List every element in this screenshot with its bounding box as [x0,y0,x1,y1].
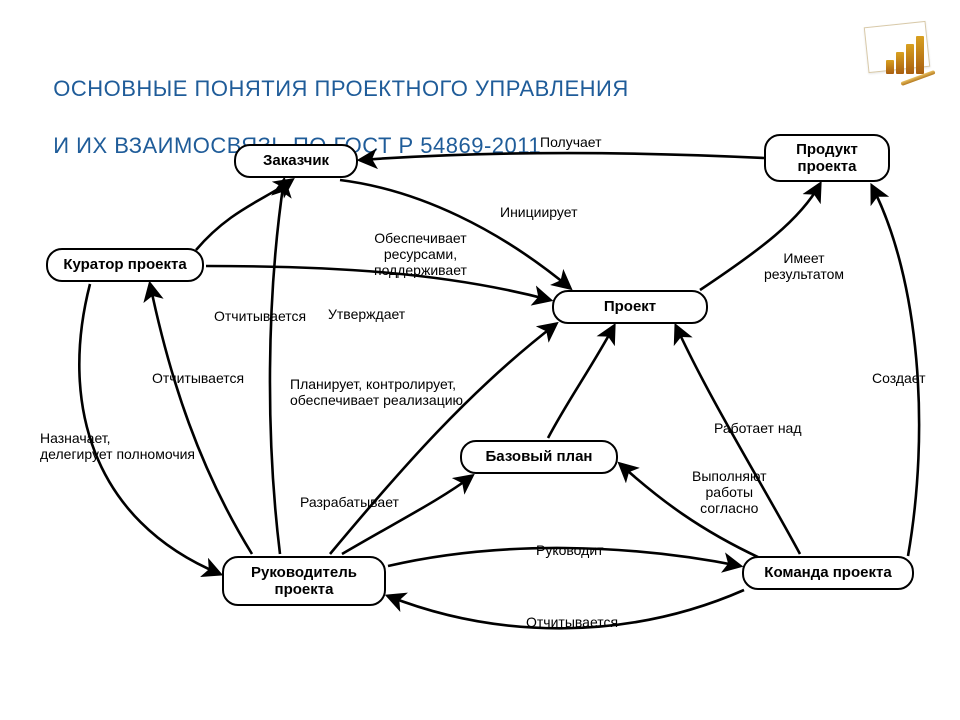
node-product: Продукт проекта [764,134,890,182]
chart-icon [866,18,938,82]
node-customer-label: Заказчик [263,152,329,169]
lbl-reports2: Отчитывается [152,370,244,386]
lbl-reports3: Отчитывается [526,614,618,630]
node-customer: Заказчик [234,144,358,178]
edge-curator-to-manager-assigns [79,284,220,574]
lbl-leads: Руководит [536,542,604,558]
edge-team-to-project-workson [676,326,800,554]
node-manager: Руководитель проекта [222,556,386,606]
lbl-creates: Создает [872,370,926,386]
title-line1: ОСНОВНЫЕ ПОНЯТИЯ ПРОЕКТНОГО УПРАВЛЕНИЯ [53,76,629,101]
node-team-label: Команда проекта [764,564,891,581]
lbl-assigns: Назначает, делегирует полномочия [40,430,195,462]
node-project-label: Проект [604,298,656,315]
node-team: Команда проекта [742,556,914,590]
lbl-hasresult: Имеет результатом [764,250,844,282]
edge-manager-to-project-plans [330,324,556,554]
lbl-approves: Утверждает [328,306,405,322]
edge-manager-to-curator-reports [150,284,252,554]
node-product-label: Продукт проекта [796,141,858,176]
lbl-plans: Планирует, контролирует, обеспечивает ре… [290,376,463,408]
node-baseplan: Базовый план [460,440,618,474]
lbl-provides: Обеспечивает ресурсами, поддерживает [374,230,467,278]
lbl-initiates: Инициирует [500,204,577,220]
node-curator-label: Куратор проекта [63,256,186,273]
node-project: Проект [552,290,708,324]
edge-baseplan-to-project [548,326,614,438]
node-curator: Куратор проекта [46,248,204,282]
lbl-poluchaet: Получает [540,134,602,150]
node-baseplan-label: Базовый план [486,448,593,465]
edge-manager-to-customer-reports [270,180,284,554]
lbl-reports1: Отчитывается [214,308,306,324]
node-manager-label: Руководитель проекта [251,564,357,599]
lbl-develops: Разрабатывает [300,494,399,510]
edge-curator-to-customer-approves [196,180,292,250]
edge-manager-to-baseplan-develops [342,476,472,554]
lbl-according: Выполняют работы согласно [692,468,767,516]
lbl-workson: Работает над [714,420,802,436]
